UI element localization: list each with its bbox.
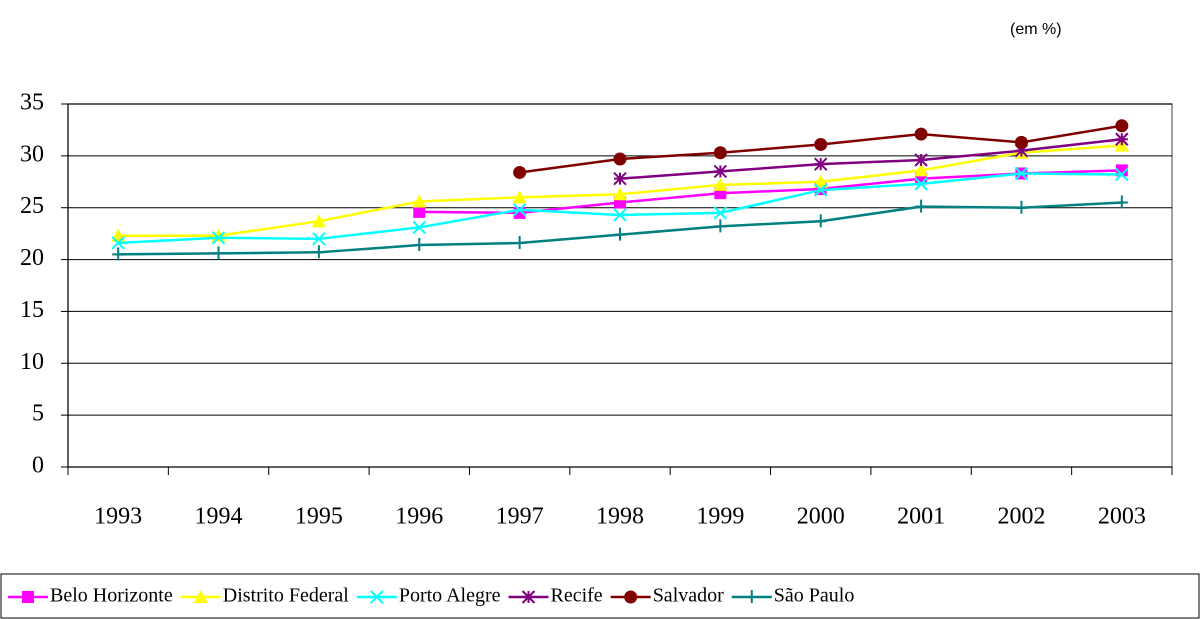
x-tick-label: 2001 [897,504,945,530]
marker [512,190,527,204]
marker [413,205,426,218]
marker [914,127,928,141]
marker [914,163,929,177]
marker [412,220,426,235]
marker [814,214,827,228]
marker [914,177,928,191]
marker [713,177,728,191]
legend-marker [745,590,758,603]
x-tick-label: 2003 [1098,504,1146,530]
marker [1115,167,1129,182]
legend-marker [22,591,34,603]
marker [512,203,527,217]
marker [713,164,728,179]
marker [1115,132,1129,146]
marker [714,219,727,233]
marker [614,227,626,241]
marker [513,235,526,249]
y-tick-label: 15 [20,297,44,323]
legend-marker [521,590,536,604]
y-tick-label: 0 [32,453,44,479]
y-tick-label: 5 [32,401,44,427]
y-tick-label: 30 [20,141,44,167]
marker [211,231,226,245]
marker [312,245,325,259]
marker [1115,119,1129,133]
x-tick-label: 1995 [295,504,343,530]
marker [814,183,828,197]
x-tick-label: 1997 [496,504,544,530]
marker [813,174,828,188]
marker [1014,143,1029,158]
legend-label: Salvador [653,585,724,607]
legend-marker [193,590,208,603]
y-tick-label: 25 [20,193,44,219]
legend-label: São Paulo [774,585,855,607]
marker [1014,166,1029,181]
marker [713,206,728,220]
marker [713,146,727,160]
legend-label: Belo Horizonte [50,585,173,607]
legend-marker [370,590,384,604]
marker [413,238,426,252]
marker [1015,200,1028,214]
legend-marker [624,590,638,604]
marker [613,171,627,186]
marker [1014,135,1028,149]
marker [814,157,828,171]
marker [814,137,828,151]
x-tick-label: 1998 [596,504,644,530]
legend-label: Distrito Federal [223,585,350,607]
x-tick-label: 1996 [395,504,443,530]
x-tick-label: 1994 [195,504,243,530]
x-tick-label: 2002 [997,504,1045,530]
marker [212,246,225,260]
marker [111,236,125,250]
marker [914,153,928,167]
marker [915,199,928,213]
y-tick-label: 20 [20,245,44,271]
legend-label: Recife [551,585,603,607]
marker [412,194,427,208]
marker [312,232,326,246]
y-tick-label: 35 [20,90,44,116]
marker [112,247,125,261]
legend-label: Porto Alegre [399,585,501,607]
x-tick-label: 2000 [797,504,845,530]
y-tick-label: 10 [20,349,44,375]
marker [513,165,527,179]
marker [613,208,627,222]
series-line [619,138,1122,180]
x-tick-label: 1993 [94,504,142,530]
marker [613,187,627,201]
unit-note: (em %) [1010,21,1062,38]
x-tick-label: 1999 [696,504,744,530]
marker [1115,195,1128,209]
marker [613,152,627,166]
marker [311,214,326,228]
